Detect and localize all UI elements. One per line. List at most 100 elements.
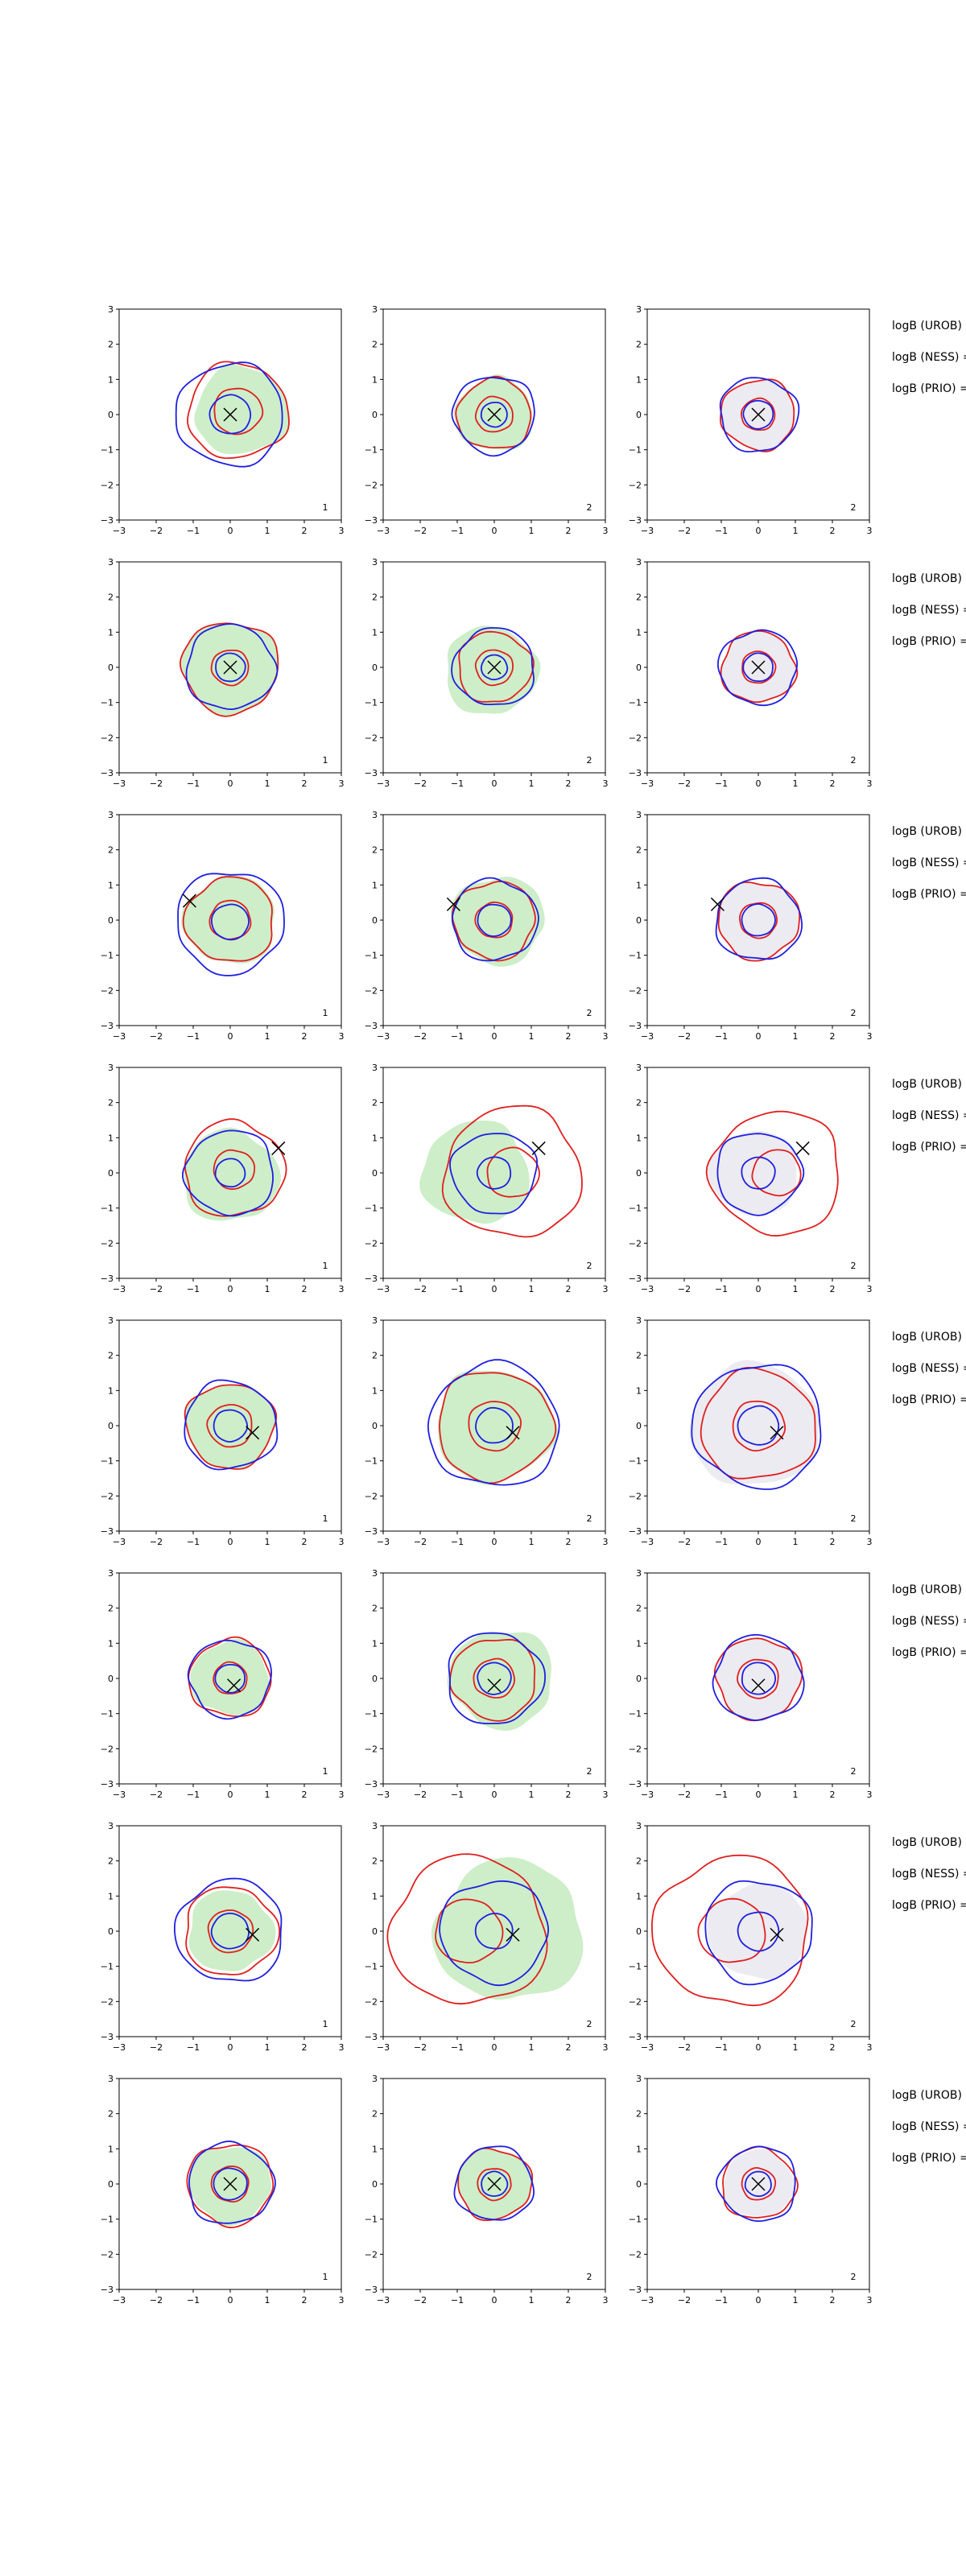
y-tick-label: 3 xyxy=(636,2074,642,2084)
y-tick-label: 3 xyxy=(372,1063,378,1073)
logb-label: logB (PRIO) = xyxy=(892,635,966,648)
y-tick-label: 2 xyxy=(636,2109,642,2120)
x-tick-label: −2 xyxy=(150,778,163,789)
blue-contour-1 xyxy=(477,903,512,937)
x-tick-label: 3 xyxy=(603,2042,609,2053)
legend-block-row-8: logB (UROB) = logB (NESS) = logB (PRIO) = xyxy=(892,2089,966,2165)
x-tick-label: −3 xyxy=(377,1031,390,1042)
y-tick-label: −1 xyxy=(365,698,378,708)
y-tick-label: 3 xyxy=(636,1821,642,1831)
y-tick-label: 2 xyxy=(108,845,114,856)
panel-index-label: 2 xyxy=(851,1008,857,1018)
y-tick-label: 0 xyxy=(636,663,642,673)
y-tick-label: −2 xyxy=(629,2249,642,2260)
density-fill-grey xyxy=(718,881,800,961)
x-tick-label: 2 xyxy=(566,778,572,789)
logb-label: logB (PRIO) = xyxy=(892,1646,966,1659)
x-tick-label: 3 xyxy=(603,1031,609,1042)
plot-area xyxy=(716,629,799,707)
red-contour-1 xyxy=(741,2167,777,2201)
x-tick-label: 1 xyxy=(265,526,270,536)
x-tick-label: 0 xyxy=(756,2042,762,2053)
y-tick-label: −3 xyxy=(629,2032,642,2042)
y-tick-label: 1 xyxy=(372,1638,378,1649)
plot-area xyxy=(179,622,279,717)
y-tick-label: 0 xyxy=(108,2179,114,2190)
x-tick-label: 0 xyxy=(492,1790,497,1800)
panel-r1-c3: −3−3 −2 −2 −1 −1 0 0 1 1 2 2 3 3 2 xyxy=(629,304,873,536)
red-contour-1 xyxy=(739,902,778,939)
y-tick-label: 2 xyxy=(108,2109,114,2120)
y-tick-label: −1 xyxy=(101,1456,114,1467)
y-tick-label: −2 xyxy=(101,480,114,490)
x-tick-label: −2 xyxy=(414,1031,427,1042)
red-contour-2 xyxy=(717,881,801,962)
y-tick-label: 1 xyxy=(636,1638,642,1649)
x-tick-label: −3 xyxy=(641,1284,654,1294)
x-tick-label: 1 xyxy=(265,1790,270,1800)
y-tick-label: 3 xyxy=(372,557,378,568)
reference-marker xyxy=(223,2177,237,2191)
x-tick-label: −3 xyxy=(113,1031,126,1042)
y-tick-label: 1 xyxy=(108,374,114,385)
panel-r2-c3: −3−3 −2 −2 −1 −1 0 0 1 1 2 2 3 3 2 xyxy=(629,557,873,789)
y-tick-label: 3 xyxy=(108,304,114,315)
x-tick-label: 3 xyxy=(339,526,345,536)
density-fill-green xyxy=(180,623,279,716)
red-contour-1 xyxy=(474,901,514,939)
x-tick-label: 3 xyxy=(339,2042,345,2053)
x-tick-label: 3 xyxy=(603,778,609,789)
y-tick-label: 3 xyxy=(372,1315,378,1326)
x-tick-label: 0 xyxy=(492,1031,497,1042)
x-tick-label: −1 xyxy=(451,1790,464,1800)
y-tick-label: −3 xyxy=(101,1274,114,1284)
panel-r5-c3: −3−3 −2 −2 −1 −1 0 0 1 1 2 2 3 3 2 xyxy=(629,1315,873,1547)
blue-contour-2 xyxy=(716,1133,805,1216)
blue-contour-2 xyxy=(715,877,803,960)
y-tick-label: −1 xyxy=(365,951,378,961)
panel-r8-c2: −3−3 −2 −2 −1 −1 0 0 1 1 2 2 3 3 2 xyxy=(365,2074,609,2306)
legend-block-row-4: logB (UROB) = logB (NESS) = logB (PRIO) = xyxy=(892,1078,966,1154)
panel-r8-c3: −3−3 −2 −2 −1 −1 0 0 1 1 2 2 3 3 2 xyxy=(629,2074,873,2306)
panel-index-label: 2 xyxy=(587,2272,592,2282)
x-tick-label: 0 xyxy=(228,1537,233,1547)
reference-marker xyxy=(246,1927,260,1942)
y-tick-label: 3 xyxy=(372,304,378,315)
y-tick-label: 2 xyxy=(636,340,642,350)
x-tick-label: −1 xyxy=(715,778,728,789)
panel-index-label: 1 xyxy=(323,2019,328,2029)
x-tick-label: −2 xyxy=(150,2295,163,2306)
x-tick-label: −2 xyxy=(414,778,427,789)
reference-marker xyxy=(770,1927,784,1942)
x-tick-label: −2 xyxy=(150,526,163,536)
x-tick-label: 3 xyxy=(339,2295,345,2306)
x-tick-label: −3 xyxy=(641,778,654,789)
y-tick-label: −3 xyxy=(629,1526,642,1537)
blue-contour-2 xyxy=(188,2140,276,2224)
panel-r4-c3: −3−3 −2 −2 −1 −1 0 0 1 1 2 2 3 3 2 xyxy=(629,1063,873,1294)
red-contour-1 xyxy=(737,1658,779,1699)
y-tick-label: −1 xyxy=(101,698,114,708)
y-tick-label: 2 xyxy=(108,1098,114,1108)
red-contour-2 xyxy=(722,2145,799,2219)
panel-index-label: 2 xyxy=(851,1513,857,1524)
x-tick-label: 0 xyxy=(756,778,762,789)
density-fill-green xyxy=(180,874,275,964)
x-tick-label: −1 xyxy=(715,1031,728,1042)
logb-label: logB (UROB) = xyxy=(892,572,966,585)
x-tick-label: −3 xyxy=(377,778,390,789)
y-tick-label: 2 xyxy=(636,1351,642,1361)
y-tick-label: −3 xyxy=(101,1021,114,1031)
y-tick-label: −3 xyxy=(365,2032,378,2042)
blue-contour-2 xyxy=(719,377,800,453)
y-tick-label: 2 xyxy=(636,592,642,603)
reference-marker xyxy=(751,2177,766,2191)
x-tick-label: 3 xyxy=(339,778,345,789)
red-contour-1 xyxy=(697,1897,766,1963)
y-tick-label: −2 xyxy=(629,733,642,743)
x-tick-label: 0 xyxy=(492,526,497,536)
y-tick-label: −1 xyxy=(101,1962,114,1972)
y-tick-label: 0 xyxy=(108,1168,114,1179)
x-tick-label: 2 xyxy=(302,1537,308,1547)
y-tick-label: 2 xyxy=(108,1856,114,1867)
